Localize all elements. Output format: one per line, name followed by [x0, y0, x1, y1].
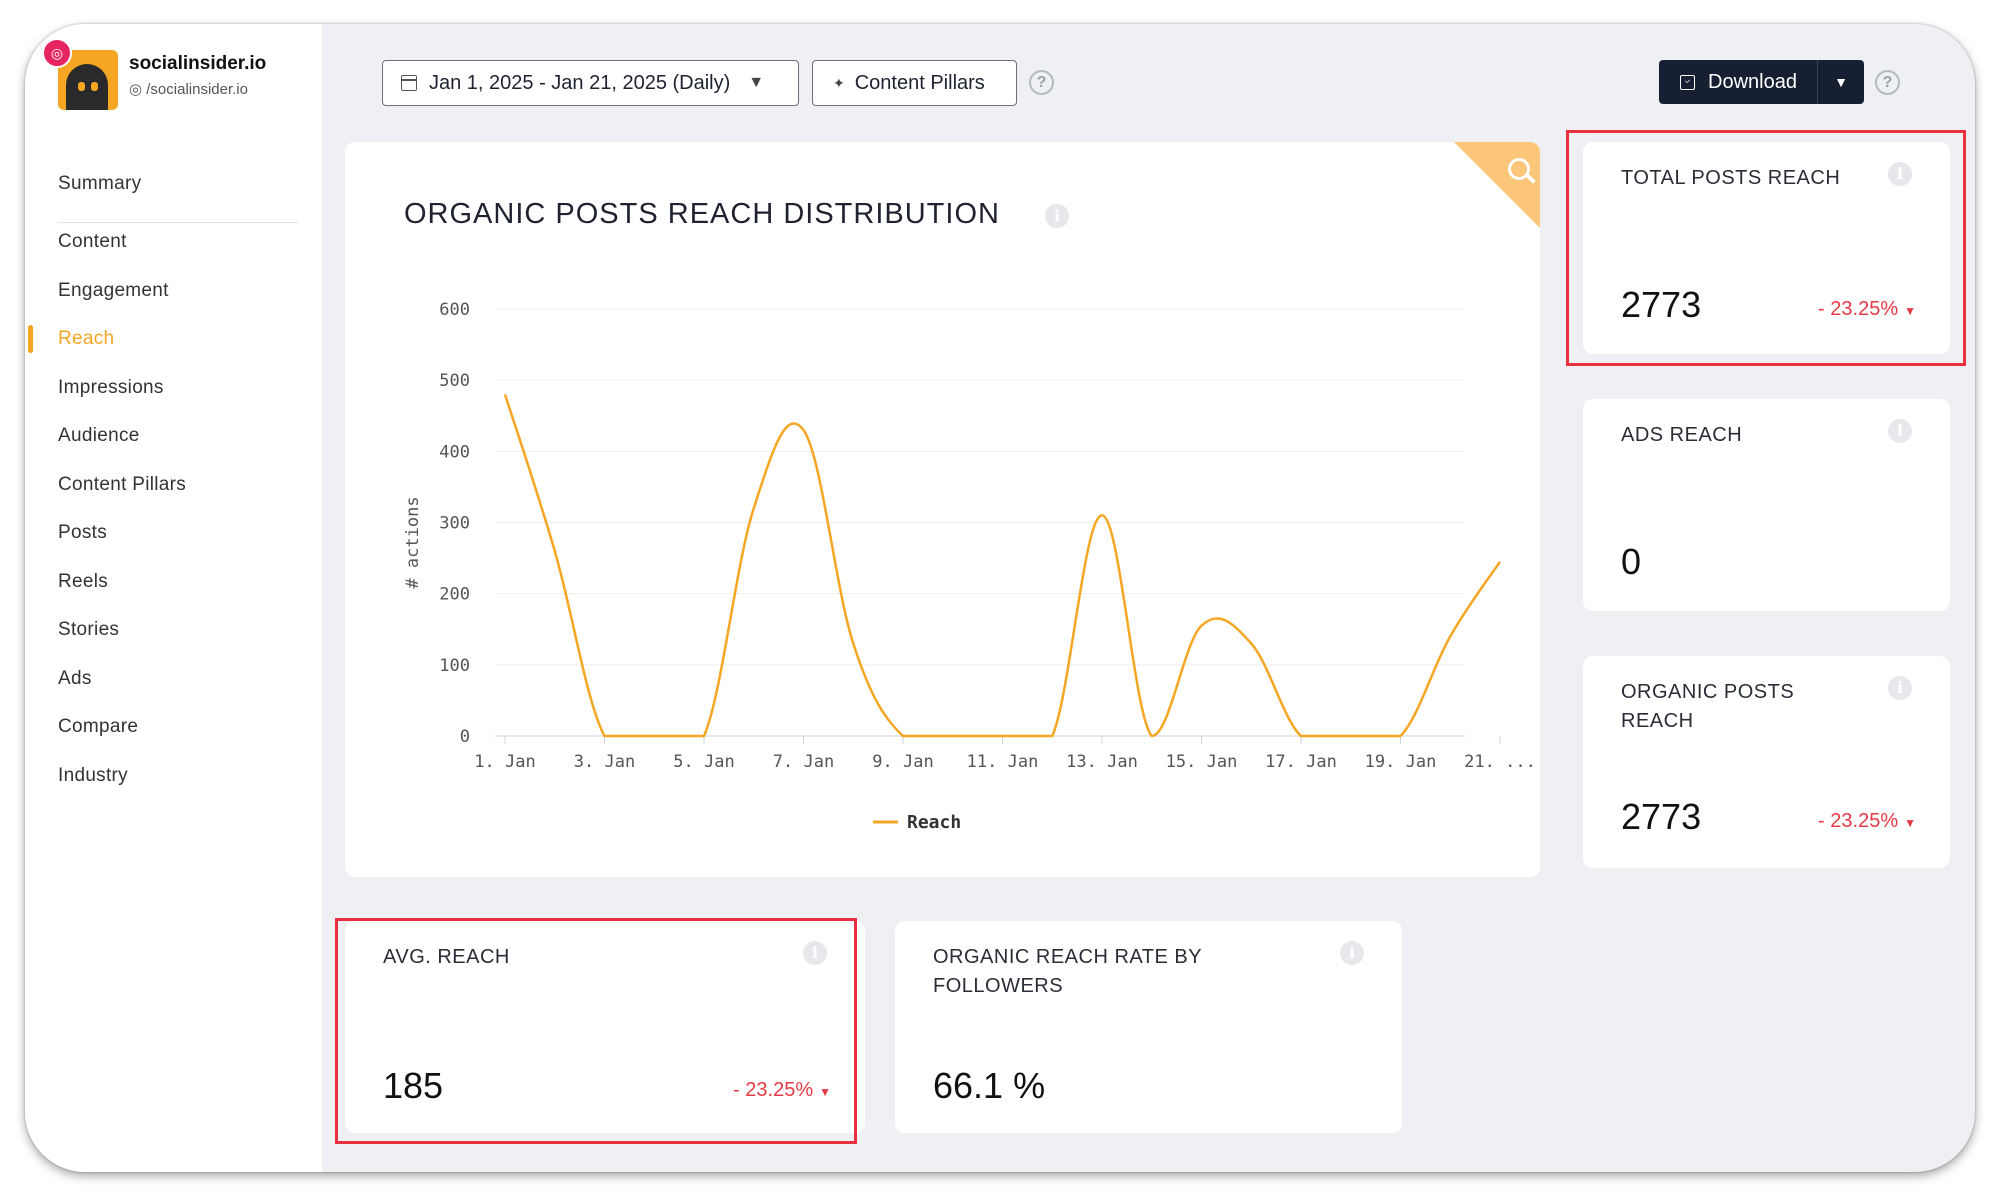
metric-title: AVG. REACH	[383, 946, 510, 968]
sidebar-item-posts[interactable]: Posts	[58, 522, 108, 543]
sidebar-item-stories[interactable]: Stories	[58, 619, 120, 640]
metric-change: - 23.25% ▼	[733, 1079, 831, 1102]
app-window: ◎ socialinsider.io ◎ /socialinsider.io S…	[25, 24, 1975, 1172]
y-axis-label: # actions	[403, 496, 423, 588]
profile-handle-text: /socialinsider.io	[146, 81, 248, 98]
help-icon[interactable]: ?	[1029, 70, 1054, 95]
y-tick-label: 200	[439, 585, 470, 605]
ads-reach-card: ADS REACH i 0	[1583, 399, 1950, 611]
metric-value: 66.1 %	[933, 1065, 1046, 1106]
metric-title: ADS REACH	[1621, 424, 1743, 446]
x-tick-label: 11. Jan	[967, 752, 1039, 772]
chart-title: ORGANIC POSTS REACH DISTRIBUTION	[404, 198, 1000, 230]
sidebar-item-audience[interactable]: Audience	[58, 425, 140, 446]
chevron-down-icon: ▼	[748, 74, 765, 91]
metric-title: ORGANIC REACH RATE BY FOLLOWERS	[933, 946, 1202, 997]
sidebar-item-industry[interactable]: Industry	[58, 764, 128, 786]
profile-handle: ◎ /socialinsider.io	[129, 81, 248, 98]
sidebar-nav: Summary Content Engagement Reach Impress…	[25, 162, 322, 800]
reach-line-chart: 0 100 200 300 400 500 600 # actions 1. Jan 3. Jan…	[403, 300, 1536, 833]
download-help-icon[interactable]: ?	[1875, 70, 1900, 95]
info-icon[interactable]: i	[803, 941, 827, 965]
x-tick-label: 1. Jan	[474, 752, 535, 772]
info-icon[interactable]: i	[1888, 419, 1912, 443]
instagram-icon: ◎	[42, 38, 72, 68]
calendar-icon	[401, 75, 417, 91]
date-range-picker[interactable]: Jan 1, 2025 - Jan 21, 2025 (Daily) ▼	[382, 60, 799, 106]
x-tick-label: 5. Jan	[673, 752, 734, 772]
info-icon[interactable]: i	[1888, 676, 1912, 700]
reach-distribution-card: ORGANIC POSTS REACH DISTRIBUTION i 0 100 2…	[345, 142, 1540, 877]
x-tick-label: 13. Jan	[1066, 752, 1138, 772]
info-icon[interactable]: i	[1888, 162, 1912, 186]
download-button[interactable]: Download ▼	[1659, 60, 1864, 104]
legend-label: Reach	[907, 812, 961, 833]
metric-value: 2773	[1621, 796, 1702, 837]
nav-divider	[58, 222, 298, 223]
metric-value: 0	[1621, 541, 1642, 582]
x-tick-label: 3. Jan	[574, 752, 635, 772]
y-tick-label: 600	[439, 300, 470, 320]
sidebar-item-summary[interactable]: Summary	[58, 173, 142, 194]
sidebar-item-engagement[interactable]: Engagement	[58, 279, 169, 301]
caret-down-icon: ▼	[1904, 304, 1916, 318]
metric-change-value: - 23.25%	[1818, 298, 1899, 320]
content-pillars-label: Content Pillars	[854, 71, 985, 94]
sidebar-item-ads[interactable]: Ads	[58, 667, 92, 689]
download-options-dropdown[interactable]: ▼	[1817, 60, 1864, 104]
organic-reach-rate-card: ORGANIC REACH RATE BY FOLLOWERS i 66.1 %	[895, 921, 1402, 1133]
highlight-box	[335, 918, 857, 1144]
sidebar-item-reels[interactable]: Reels	[58, 570, 109, 592]
y-tick-label: 400	[439, 442, 470, 462]
y-tick-label: 0	[460, 727, 470, 747]
caret-down-icon: ▼	[819, 1085, 831, 1099]
metric-change-value: - 23.25%	[733, 1079, 814, 1101]
metric-value: 2773	[1621, 284, 1702, 325]
x-tick-label: 17. Jan	[1265, 752, 1337, 772]
organic-posts-reach-card: ORGANIC POSTS REACH i 2773 - 23.25% ▼	[1583, 656, 1950, 868]
profile-name: socialinsider.io	[129, 53, 267, 74]
x-tick-label: 19. Jan	[1365, 752, 1437, 772]
x-tick-label: 21. ...	[1464, 752, 1536, 772]
sidebar: ◎ socialinsider.io ◎ /socialinsider.io S…	[25, 24, 322, 1172]
series-line-reach	[503, 394, 1502, 738]
x-tick-label: 15. Jan	[1166, 752, 1238, 772]
date-range-label: Jan 1, 2025 - Jan 21, 2025 (Daily)	[429, 71, 731, 94]
profile-header[interactable]: ◎ socialinsider.io ◎ /socialinsider.io	[42, 38, 308, 120]
sidebar-item-impressions[interactable]: Impressions	[58, 376, 164, 398]
avatar	[58, 50, 118, 110]
y-tick-label: 300	[439, 514, 470, 534]
chart-info-icon[interactable]: i	[1045, 204, 1069, 228]
content-pillars-button[interactable]: ✦ Content Pillars	[812, 60, 1017, 106]
download-icon	[1680, 74, 1695, 90]
metric-title: ORGANIC POSTS REACH	[1621, 681, 1795, 732]
sidebar-item-content[interactable]: Content	[58, 231, 127, 252]
corner-badge[interactable]	[1454, 142, 1540, 228]
info-icon[interactable]: i	[1340, 941, 1364, 965]
metric-change-value: - 23.25%	[1818, 810, 1899, 832]
avg-reach-card: AVG. REACH i 185 - 23.25% ▼	[345, 921, 865, 1133]
sparkle-icon: ✦	[833, 74, 845, 91]
download-label: Download	[1708, 70, 1797, 93]
sidebar-item-reach[interactable]: Reach	[25, 315, 322, 364]
sidebar-item-content-pillars[interactable]: Content Pillars	[58, 473, 187, 495]
metric-change: - 23.25% ▼	[1818, 810, 1916, 833]
search-icon[interactable]	[1508, 158, 1530, 180]
y-tick-label: 100	[439, 656, 470, 676]
highlight-box	[1566, 130, 1966, 366]
metric-change: - 23.25% ▼	[1818, 298, 1916, 321]
total-posts-reach-card: TOTAL POSTS REACH i 2773 - 23.25% ▼	[1583, 142, 1950, 354]
metric-title: TOTAL POSTS REACH	[1621, 167, 1841, 189]
x-tick-label: 9. Jan	[872, 752, 933, 772]
sidebar-item-compare[interactable]: Compare	[58, 716, 139, 737]
y-tick-label: 500	[439, 371, 470, 391]
caret-down-icon: ▼	[1904, 816, 1916, 830]
metric-value: 185	[383, 1065, 444, 1106]
x-tick-label: 7. Jan	[773, 752, 834, 772]
